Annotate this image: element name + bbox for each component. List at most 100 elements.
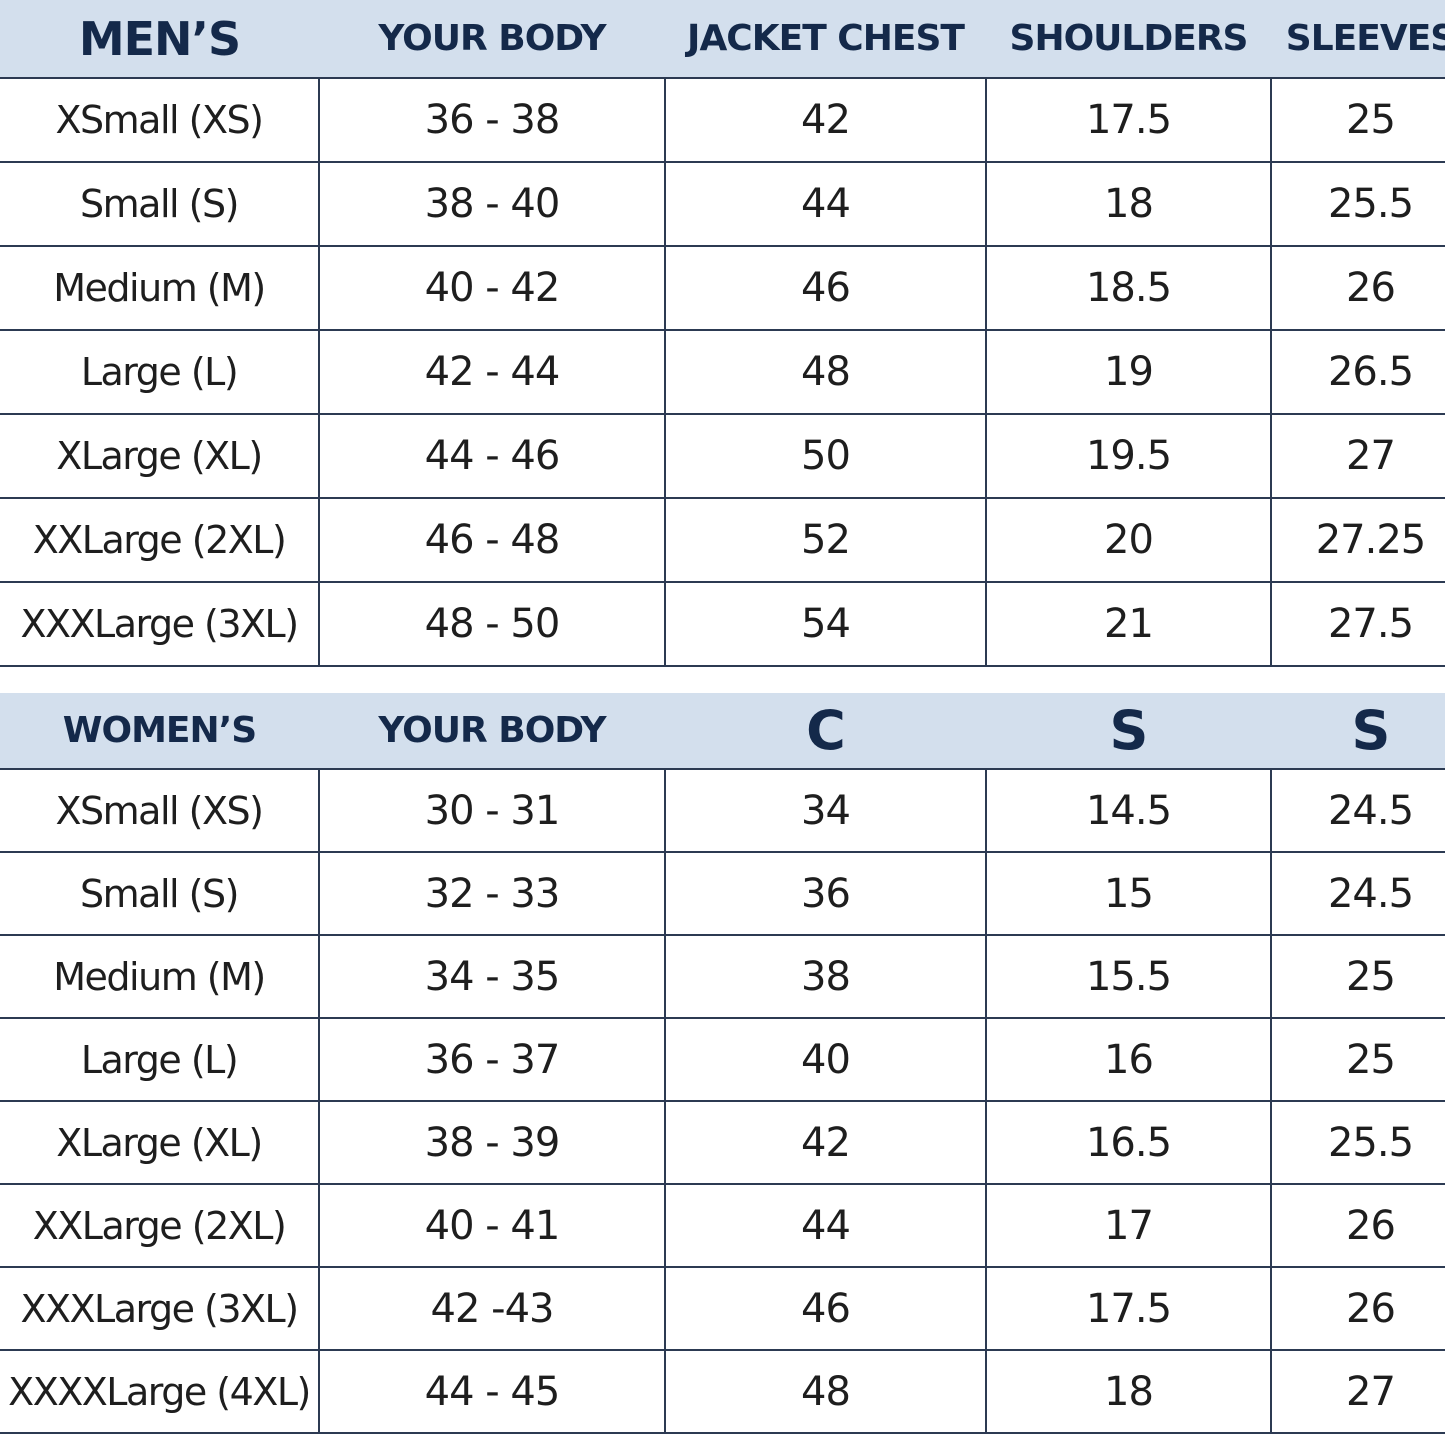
measurement: 17.5: [985, 77, 1272, 163]
size-row: XSmall (XS) 36 - 38 42 17.5 25: [0, 77, 1445, 163]
measurement: 25.5: [1270, 161, 1445, 247]
table-header: WOMEN’S YOUR BODY C S S: [0, 693, 1445, 770]
table-body: XSmall (XS) 36 - 38 42 17.5 25 Small (S) 38 - …: [0, 77, 1445, 667]
header-row: WOMEN’S YOUR BODY C S S: [0, 693, 1445, 770]
table-header: MEN’S YOUR BODY JACKET CHEST SHOULDERS SLEEV…: [0, 0, 1445, 79]
measurement: 26.5: [1270, 329, 1445, 415]
column-header: SLEEVES: [1271, 0, 1445, 79]
size-row: XXXXLarge (4XL) 44 - 45 48 18 27: [0, 1349, 1445, 1434]
measurement: 32 - 33: [318, 851, 666, 936]
size-row: Small (S) 32 - 33 36 15 24.5: [0, 851, 1445, 936]
measurement: 54: [664, 581, 987, 667]
measurement: 18: [985, 1349, 1272, 1434]
measurement: 38 - 39: [318, 1100, 666, 1185]
size-name: Medium (M): [0, 934, 320, 1019]
measurement: 17.5: [985, 1266, 1272, 1351]
measurement: 26: [1270, 1183, 1445, 1268]
size-name: Medium (M): [0, 245, 320, 331]
size-row: XXXLarge (3XL) 42 -43 46 17.5 26: [0, 1266, 1445, 1351]
size-row: Medium (M) 34 - 35 38 15.5 25: [0, 934, 1445, 1019]
measurement: 24.5: [1270, 851, 1445, 936]
size-name: Large (L): [0, 329, 320, 415]
measurement: 40 - 41: [318, 1183, 666, 1268]
measurement: 38: [664, 934, 987, 1019]
column-header: JACKET CHEST: [665, 0, 986, 79]
measurement: 27.25: [1270, 497, 1445, 583]
measurement: 34: [664, 768, 987, 853]
mens-table: MEN’S YOUR BODY JACKET CHEST SHOULDERS SLEEV…: [0, 0, 1445, 667]
measurement: 52: [664, 497, 987, 583]
measurement: 16.5: [985, 1100, 1272, 1185]
measurement: 18: [985, 161, 1272, 247]
size-name: XXXXLarge (4XL): [0, 1349, 320, 1434]
column-header: S: [1271, 693, 1445, 770]
column-header: S: [986, 693, 1271, 770]
size-row: Medium (M) 40 - 42 46 18.5 26: [0, 245, 1445, 331]
header-row: MEN’S YOUR BODY JACKET CHEST SHOULDERS SLEEV…: [0, 0, 1445, 79]
measurement: 20: [985, 497, 1272, 583]
size-name: XXXLarge (3XL): [0, 581, 320, 667]
measurement: 27.5: [1270, 581, 1445, 667]
measurement: 42: [664, 77, 987, 163]
measurement: 25: [1270, 1017, 1445, 1102]
measurement: 48: [664, 329, 987, 415]
measurement: 42: [664, 1100, 987, 1185]
measurement: 25.5: [1270, 1100, 1445, 1185]
measurement: 44 - 45: [318, 1349, 666, 1434]
size-row: XLarge (XL) 44 - 46 50 19.5 27: [0, 413, 1445, 499]
measurement: 27: [1270, 1349, 1445, 1434]
womens-table: WOMEN’S YOUR BODY C S S XSmall (XS) 30 - 31 34 1…: [0, 693, 1445, 1434]
measurement: 50: [664, 413, 987, 499]
measurement: 44: [664, 1183, 987, 1268]
size-name: XSmall (XS): [0, 768, 320, 853]
table-body: XSmall (XS) 30 - 31 34 14.5 24.5 Small (S) 32 …: [0, 768, 1445, 1434]
measurement: 48: [664, 1349, 987, 1434]
measurement: 42 - 44: [318, 329, 666, 415]
measurement: 24.5: [1270, 768, 1445, 853]
size-name: XXLarge (2XL): [0, 497, 320, 583]
measurement: 36 - 37: [318, 1017, 666, 1102]
measurement: 27: [1270, 413, 1445, 499]
measurement: 40: [664, 1017, 987, 1102]
size-row: Large (L) 42 - 44 48 19 26.5: [0, 329, 1445, 415]
size-name: XSmall (XS): [0, 77, 320, 163]
measurement: 46: [664, 245, 987, 331]
measurement: 46 - 48: [318, 497, 666, 583]
measurement: 26: [1270, 245, 1445, 331]
measurement: 14.5: [985, 768, 1272, 853]
column-header: C: [665, 693, 986, 770]
measurement: 48 - 50: [318, 581, 666, 667]
measurement: 44 - 46: [318, 413, 666, 499]
size-table: WOMEN’S YOUR BODY C S S XSmall (XS) 30 - 31 34 1…: [0, 693, 1445, 1434]
measurement: 19: [985, 329, 1272, 415]
measurement: 26: [1270, 1266, 1445, 1351]
measurement: 18.5: [985, 245, 1272, 331]
size-name: XLarge (XL): [0, 413, 320, 499]
size-row: XLarge (XL) 38 - 39 42 16.5 25.5: [0, 1100, 1445, 1185]
measurement: 19.5: [985, 413, 1272, 499]
measurement: 40 - 42: [318, 245, 666, 331]
size-row: XXLarge (2XL) 40 - 41 44 17 26: [0, 1183, 1445, 1268]
column-header: MEN’S: [0, 0, 319, 79]
size-table: MEN’S YOUR BODY JACKET CHEST SHOULDERS SLEEV…: [0, 0, 1445, 667]
size-name: Small (S): [0, 161, 320, 247]
measurement: 36 - 38: [318, 77, 666, 163]
size-name: Small (S): [0, 851, 320, 936]
size-row: Small (S) 38 - 40 44 18 25.5: [0, 161, 1445, 247]
measurement: 44: [664, 161, 987, 247]
measurement: 38 - 40: [318, 161, 666, 247]
measurement: 21: [985, 581, 1272, 667]
size-row: Large (L) 36 - 37 40 16 25: [0, 1017, 1445, 1102]
measurement: 17: [985, 1183, 1272, 1268]
column-header: SHOULDERS: [986, 0, 1271, 79]
size-name: XLarge (XL): [0, 1100, 320, 1185]
measurement: 36: [664, 851, 987, 936]
size-row: XSmall (XS) 30 - 31 34 14.5 24.5: [0, 768, 1445, 853]
measurement: 46: [664, 1266, 987, 1351]
size-name: XXLarge (2XL): [0, 1183, 320, 1268]
measurement: 30 - 31: [318, 768, 666, 853]
column-header: WOMEN’S: [0, 693, 319, 770]
measurement: 42 -43: [318, 1266, 666, 1351]
measurement: 25: [1270, 77, 1445, 163]
